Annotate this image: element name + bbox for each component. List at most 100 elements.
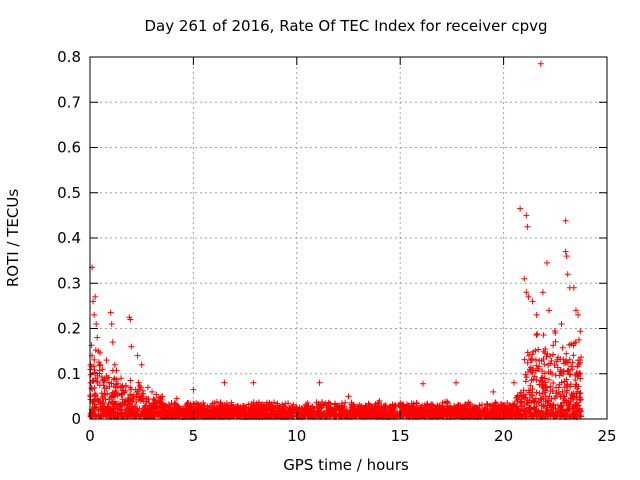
data-point bbox=[117, 412, 124, 419]
data-point bbox=[129, 403, 136, 410]
data-point bbox=[552, 330, 559, 337]
data-point bbox=[146, 400, 153, 407]
data-point bbox=[316, 379, 323, 386]
data-point bbox=[539, 382, 546, 389]
data-point bbox=[549, 370, 556, 377]
data-point bbox=[561, 384, 568, 391]
data-point bbox=[420, 409, 427, 416]
data-point bbox=[572, 307, 579, 314]
data-point bbox=[415, 404, 422, 411]
data-point bbox=[186, 402, 193, 409]
data-point bbox=[176, 406, 183, 413]
data-point bbox=[453, 413, 460, 420]
data-point bbox=[520, 410, 527, 417]
y-tick-label: 0.1 bbox=[57, 365, 81, 383]
data-point bbox=[490, 388, 497, 395]
data-point bbox=[108, 380, 115, 387]
data-point bbox=[574, 406, 581, 413]
data-point bbox=[128, 343, 135, 350]
data-point bbox=[420, 408, 427, 415]
data-point bbox=[261, 406, 268, 413]
data-point bbox=[531, 373, 538, 380]
data-point bbox=[113, 401, 120, 408]
x-tick-label: 0 bbox=[85, 427, 95, 445]
data-point bbox=[221, 379, 228, 386]
data-point bbox=[483, 400, 490, 407]
data-point bbox=[553, 384, 560, 391]
data-point bbox=[462, 401, 469, 408]
data-point bbox=[545, 362, 552, 369]
data-point bbox=[573, 407, 580, 414]
data-point bbox=[533, 389, 540, 396]
data-point bbox=[319, 411, 326, 418]
data-point bbox=[544, 384, 551, 391]
data-point bbox=[565, 406, 572, 413]
data-point bbox=[575, 336, 582, 343]
data-point bbox=[539, 289, 546, 296]
data-point bbox=[562, 248, 569, 255]
data-point bbox=[373, 405, 380, 412]
data-point bbox=[285, 409, 292, 416]
data-point bbox=[543, 405, 550, 412]
data-point bbox=[196, 407, 203, 414]
data-point bbox=[536, 381, 543, 388]
y-tick-label: 0.3 bbox=[57, 274, 81, 292]
data-point bbox=[224, 407, 231, 414]
data-point bbox=[168, 407, 175, 414]
data-point bbox=[563, 389, 570, 396]
data-point bbox=[440, 405, 447, 412]
data-point bbox=[190, 409, 197, 416]
data-point bbox=[107, 309, 114, 316]
data-point bbox=[514, 412, 521, 419]
data-point bbox=[577, 397, 584, 404]
data-point bbox=[278, 412, 285, 419]
data-point bbox=[526, 404, 533, 411]
data-point bbox=[145, 396, 152, 403]
data-point bbox=[304, 408, 311, 415]
data-point bbox=[572, 377, 579, 384]
data-point bbox=[304, 400, 311, 407]
data-point bbox=[558, 406, 565, 413]
data-point bbox=[364, 413, 371, 420]
data-point bbox=[98, 390, 105, 397]
x-tick-label: 5 bbox=[189, 427, 199, 445]
data-point bbox=[541, 375, 548, 382]
data-point bbox=[389, 401, 396, 408]
data-point bbox=[527, 405, 534, 412]
data-point bbox=[92, 293, 99, 300]
data-point bbox=[180, 407, 187, 414]
data-point bbox=[217, 399, 224, 406]
data-point bbox=[285, 400, 292, 407]
data-point bbox=[173, 395, 180, 402]
data-point bbox=[402, 405, 409, 412]
data-point bbox=[202, 412, 209, 419]
data-point bbox=[551, 361, 558, 368]
x-tick-label: 10 bbox=[287, 427, 306, 445]
data-point bbox=[566, 405, 573, 412]
data-point bbox=[550, 342, 557, 349]
data-point bbox=[125, 404, 132, 411]
data-point bbox=[99, 366, 106, 373]
data-point bbox=[527, 382, 534, 389]
data-point bbox=[118, 375, 125, 382]
data-point bbox=[526, 399, 533, 406]
data-point bbox=[91, 384, 98, 391]
data-point bbox=[568, 363, 575, 370]
data-point bbox=[428, 405, 435, 412]
data-point bbox=[361, 405, 368, 412]
data-point bbox=[549, 410, 556, 417]
data-point bbox=[127, 392, 134, 399]
data-point bbox=[413, 400, 420, 407]
data-point bbox=[99, 403, 106, 410]
data-point bbox=[107, 408, 114, 415]
data-point bbox=[536, 390, 543, 397]
data-point bbox=[557, 412, 564, 419]
data-point bbox=[99, 393, 106, 400]
data-point bbox=[339, 405, 346, 412]
data-point bbox=[562, 217, 569, 224]
data-point bbox=[128, 386, 135, 393]
data-point bbox=[136, 382, 143, 389]
data-point bbox=[453, 404, 460, 411]
data-point bbox=[559, 344, 566, 351]
x-axis-title: GPS time / hours bbox=[283, 456, 409, 474]
